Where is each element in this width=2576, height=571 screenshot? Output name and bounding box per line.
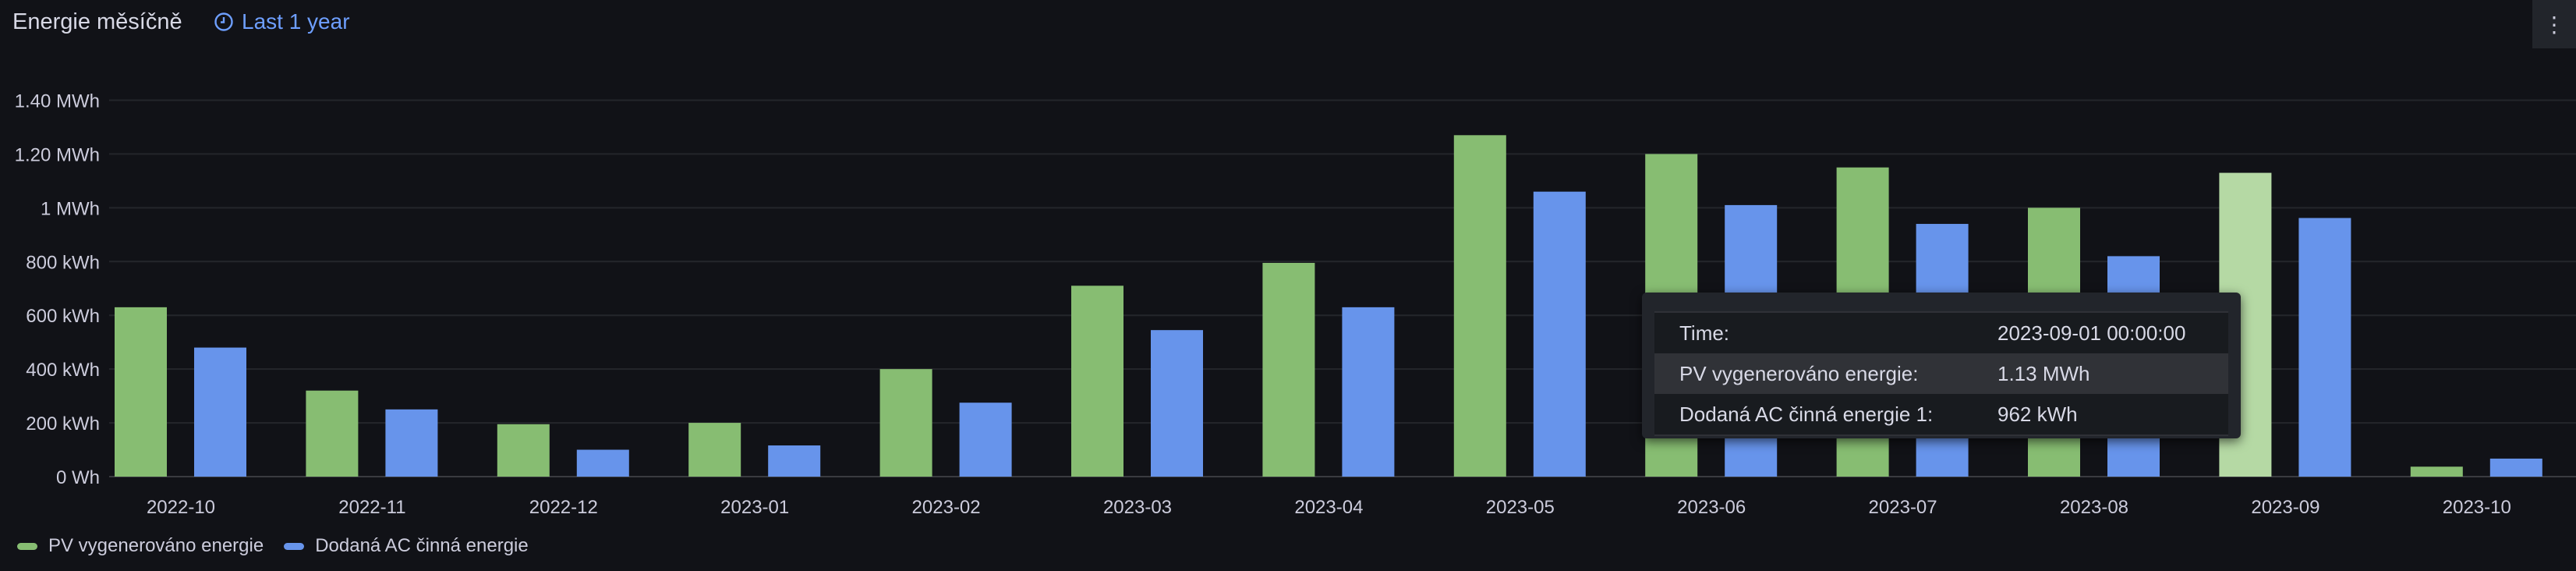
y-tick-label: 0 Wh	[56, 467, 100, 488]
tooltip-value: 1.13 MWh	[1997, 361, 2090, 385]
y-tick-label: 200 kWh	[26, 413, 100, 434]
bar-pv[interactable]	[879, 369, 932, 477]
x-tick-label: 2023-05	[1486, 497, 1555, 518]
y-tick-label: 1.40 MWh	[15, 91, 100, 112]
panel-menu-button[interactable]: ⋮	[2532, 0, 2576, 48]
bar-ac[interactable]	[385, 409, 438, 477]
clock-icon	[214, 12, 233, 31]
legend-label: Dodaná AC činná energie	[315, 535, 529, 556]
bar-ac[interactable]	[768, 445, 821, 477]
vertical-ellipsis-icon: ⋮	[2543, 12, 2565, 37]
x-tick-label: 2023-01	[720, 497, 789, 518]
bar-pv[interactable]	[2410, 466, 2463, 477]
x-tick-label: 2022-12	[529, 497, 598, 518]
tooltip-row-pv: PV vygenerováno energie: 1.13 MWh	[1654, 353, 2228, 394]
y-tick-label: 1.20 MWh	[15, 144, 100, 165]
tooltip-key: PV vygenerováno energie:	[1679, 361, 1919, 385]
x-tick-label: 2022-11	[338, 497, 405, 518]
x-tick-label: 2023-06	[1677, 497, 1746, 518]
legend-label: PV vygenerováno energie	[48, 535, 264, 556]
bar-pv[interactable]	[306, 390, 359, 477]
bar-ac[interactable]	[194, 347, 246, 477]
x-tick-label: 2023-04	[1294, 497, 1363, 518]
bar-pv[interactable]	[1262, 263, 1315, 477]
legend-swatch-pv	[17, 542, 37, 550]
bar-ac[interactable]	[1342, 307, 1395, 477]
bar-ac[interactable]	[1151, 330, 1203, 477]
y-tick-label: 1 MWh	[41, 198, 100, 219]
legend-swatch-ac	[284, 542, 305, 550]
tooltip-value: 962 kWh	[1997, 402, 2078, 426]
tooltip-key: Dodaná AC činná energie 1:	[1679, 402, 1934, 426]
y-tick-label: 800 kWh	[26, 252, 100, 273]
tooltip-key: Time:	[1679, 321, 1730, 345]
x-tick-label: 2023-07	[1869, 497, 1937, 518]
time-range-label: Last 1 year	[242, 9, 350, 34]
tooltip-row-ac: Dodaná AC činná energie 1: 962 kWh	[1654, 394, 2228, 434]
legend-item-ac[interactable]: Dodaná AC činná energie	[284, 535, 529, 557]
panel-title[interactable]: Energie měsíčně	[12, 9, 182, 34]
bar-ac[interactable]	[959, 403, 1012, 477]
legend-item-pv[interactable]: PV vygenerováno energie	[17, 535, 264, 557]
tooltip: Time: 2023-09-01 00:00:00 PV vygenerováno…	[1642, 293, 2241, 438]
tooltip-row-time: Time: 2023-09-01 00:00:00	[1654, 313, 2228, 353]
bar-ac[interactable]	[1533, 191, 1586, 477]
tooltip-value: 2023-09-01 00:00:00	[1997, 321, 2186, 345]
x-tick-label: 2023-03	[1103, 497, 1172, 518]
x-tick-label: 2023-10	[2443, 497, 2511, 518]
x-tick-label: 2023-08	[2060, 497, 2128, 518]
bar-ac[interactable]	[2298, 218, 2351, 477]
bar-pv[interactable]	[115, 307, 167, 477]
y-tick-label: 600 kWh	[26, 306, 100, 327]
x-tick-label: 2023-09	[2251, 497, 2319, 518]
bar-pv[interactable]	[497, 424, 550, 477]
bar-pv[interactable]	[688, 423, 741, 477]
bar-pv[interactable]	[1453, 135, 1506, 477]
bar-ac[interactable]	[576, 449, 629, 477]
time-range-info: Last 1 year	[214, 9, 350, 34]
bar-ac[interactable]	[2489, 458, 2542, 477]
x-tick-label: 2022-10	[147, 497, 215, 518]
legend: PV vygenerováno energie Dodaná AC činná …	[17, 535, 529, 557]
bar-pv[interactable]	[1071, 286, 1123, 477]
x-tick-label: 2023-02	[912, 497, 981, 518]
y-tick-label: 400 kWh	[26, 360, 100, 381]
